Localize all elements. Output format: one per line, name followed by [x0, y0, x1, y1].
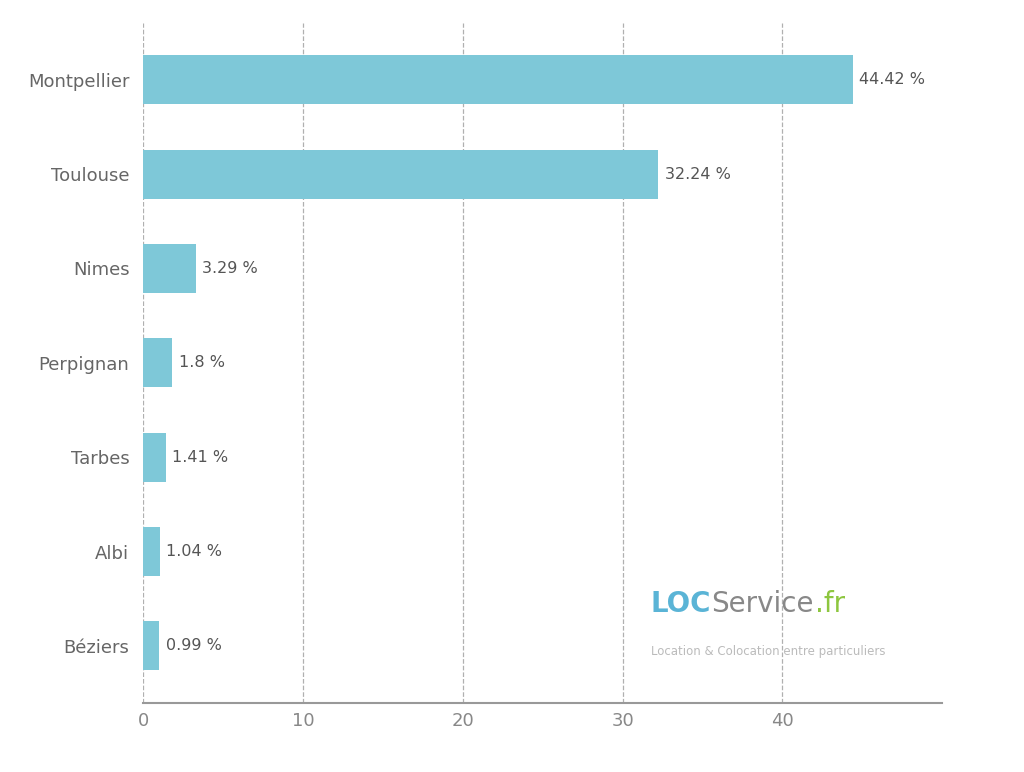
Text: 44.42 %: 44.42 % — [859, 73, 926, 87]
Bar — [143, 56, 853, 104]
Bar — [143, 432, 166, 482]
Text: 0.99 %: 0.99 % — [166, 638, 221, 653]
Text: 1.41 %: 1.41 % — [172, 450, 228, 465]
Bar — [143, 621, 159, 670]
Text: 32.24 %: 32.24 % — [665, 167, 731, 181]
Bar — [143, 150, 658, 198]
Text: Service: Service — [712, 590, 814, 618]
Text: .fr: .fr — [815, 590, 845, 618]
Text: 1.8 %: 1.8 % — [178, 355, 224, 371]
Text: 3.29 %: 3.29 % — [203, 261, 258, 276]
Text: 1.04 %: 1.04 % — [166, 544, 222, 559]
Text: Location & Colocation entre particuliers: Location & Colocation entre particuliers — [650, 645, 885, 659]
Text: LOC: LOC — [650, 590, 711, 618]
Bar — [143, 527, 160, 576]
Bar — [143, 338, 172, 388]
Bar — [143, 244, 196, 293]
